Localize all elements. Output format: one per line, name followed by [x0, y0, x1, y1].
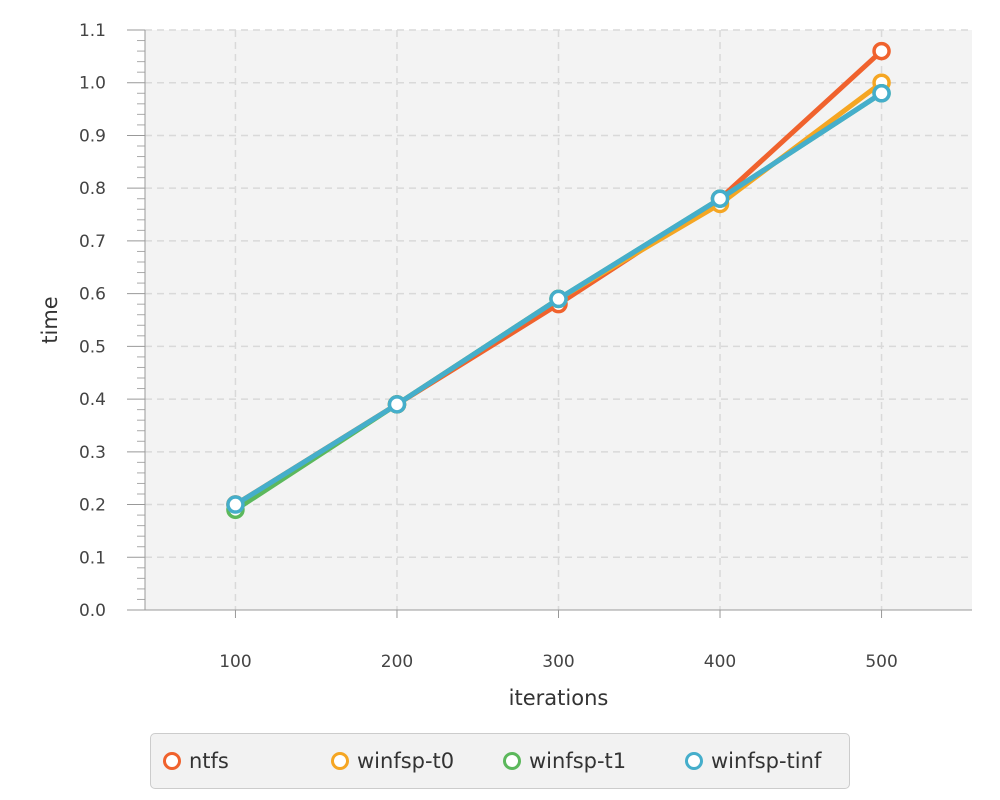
- legend-label: winfsp-t1: [529, 749, 627, 773]
- legend-marker-icon: [331, 752, 349, 770]
- legend-marker-icon: [685, 752, 703, 770]
- y-tick-label: 1.1: [79, 21, 106, 41]
- y-tick-label: 0.5: [79, 337, 106, 357]
- x-tick-label: 300: [542, 652, 574, 672]
- y-tick-label: 1.0: [79, 74, 106, 94]
- data-point: [872, 41, 891, 61]
- legend-marker-icon: [503, 752, 521, 770]
- legend: ntfs winfsp-t0 winfsp-t1 winfsp-tinf: [150, 733, 850, 789]
- legend-label: winfsp-tinf: [711, 749, 822, 773]
- y-tick-label: 0.3: [79, 443, 106, 463]
- data-point: [387, 395, 407, 414]
- legend-label: winfsp-t0: [357, 749, 455, 773]
- y-axis-label: time: [38, 296, 62, 343]
- legend-item-winfsp-t0[interactable]: winfsp-t0: [331, 749, 454, 773]
- y-tick-label: 0.0: [79, 601, 106, 621]
- line-chart: 0.0 0.1 0.2 0.3 0.4 0.5 0.6 0.7 0.8 0.9 1.0 1.1 100 2…: [38, 21, 972, 710]
- y-tick-label: 0.2: [79, 496, 106, 516]
- y-tick-label: 0.7: [79, 232, 106, 252]
- data-point: [549, 289, 568, 309]
- data-point: [872, 84, 891, 103]
- y-tick-label: 0.4: [79, 390, 106, 410]
- x-tick-label: 100: [219, 652, 251, 672]
- series-winfsp-tinf: [226, 84, 891, 514]
- legend-item-winfsp-tinf[interactable]: winfsp-tinf: [685, 749, 821, 773]
- x-tick-label: 500: [865, 652, 897, 672]
- y-tick-label: 0.1: [79, 548, 106, 568]
- data-point: [710, 189, 730, 208]
- y-tick-label: 0.8: [79, 179, 106, 199]
- legend-item-ntfs[interactable]: ntfs: [163, 749, 229, 773]
- x-tick-label: 200: [381, 652, 413, 672]
- data-point: [226, 495, 245, 514]
- legend-label: ntfs: [189, 749, 229, 773]
- y-tick-label: 0.9: [79, 126, 106, 146]
- x-tick-label: 400: [704, 652, 736, 672]
- x-axis-label: iterations: [509, 686, 609, 710]
- y-tick-label: 0.6: [79, 285, 106, 305]
- legend-marker-icon: [163, 752, 181, 770]
- legend-item-winfsp-t1[interactable]: winfsp-t1: [503, 749, 626, 773]
